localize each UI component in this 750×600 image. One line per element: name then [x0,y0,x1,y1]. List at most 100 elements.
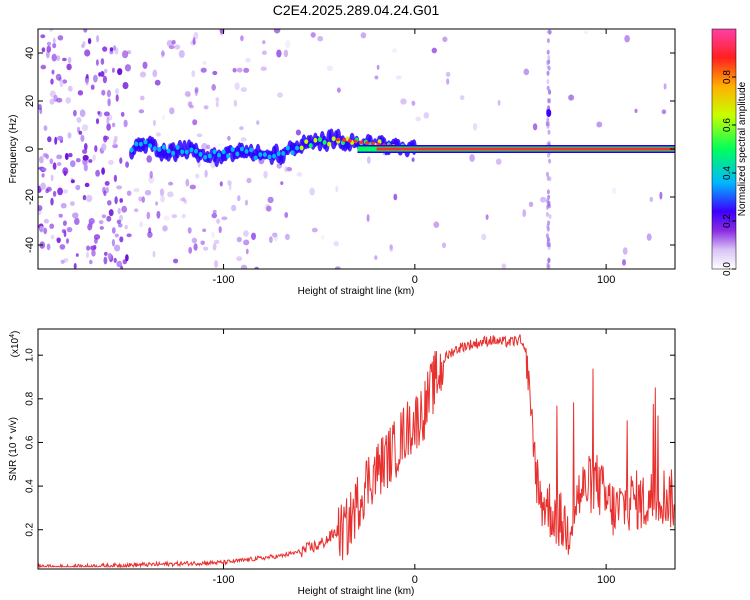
ridge-core [138,141,143,147]
noise-blob [166,40,174,47]
noise-blob [547,29,551,35]
noise-blob [117,68,123,76]
ridge-core [322,140,327,145]
colorbar-ticks: 0.0 0.2 0.4 0.6 0.8 [722,70,736,276]
y-tick-label: 0.8 [25,391,36,405]
noise-blob [532,123,538,131]
ridge-peak [353,139,358,144]
ridge-peak [336,137,341,142]
noise-blob [59,79,64,88]
noise-blob [547,258,551,264]
noise-blob [146,155,152,163]
colorbar-label: Normalized spectral amplitude [737,81,748,216]
noise-blob [212,70,218,76]
noise-blob [114,233,119,238]
noise-blob [622,259,626,266]
ridge-core [281,151,286,156]
ridge-core [207,153,212,159]
noise-blob [57,35,64,41]
noise-blob [133,208,139,213]
noise-blob [112,67,115,73]
noise-blob [441,242,447,249]
noise-blob [56,55,61,61]
noise-blob [243,67,250,73]
noise-blob [446,78,450,85]
noise-blob [51,69,55,75]
colorbar-gradient [711,28,737,270]
noise-blob [87,38,92,45]
noise-blob [155,132,161,137]
noise-blob [246,177,252,184]
noise-blob [547,59,551,65]
ridge-core [203,154,208,160]
noise-blob [296,172,303,177]
noise-blob [122,50,129,59]
noise-blob [215,97,220,102]
noise-blob [125,254,129,262]
noise-blob [547,194,551,200]
ridge-peak [347,139,352,143]
noise-blob [392,48,398,53]
noise-blob [59,244,66,250]
y-tick-label: 0 [24,146,36,152]
noise-blob [187,227,192,234]
noise-blob [73,109,77,117]
noise-blob [201,143,208,151]
ridge-core [276,151,281,157]
noise-blob [284,212,289,218]
ridge-core [290,150,295,156]
noise-blob [107,98,111,107]
noise-blob [50,197,54,206]
noise-blob [171,214,178,219]
noise-blob [646,233,652,241]
noise-blob [168,181,174,186]
noise-blob [65,97,71,104]
noise-blob [120,265,124,269]
noise-blob [101,89,106,96]
noise-blob [72,212,79,219]
ridge-core [249,147,254,153]
noise-blob [84,49,91,57]
noise-blob [120,111,125,117]
noise-blob [92,154,96,161]
noise-blob [99,226,104,230]
noise-blob [106,215,112,222]
noise-blob [51,53,57,62]
y-tick-label: 20 [24,95,36,107]
noise-blob [52,190,57,197]
noise-blob [237,195,241,202]
noise-blob [169,107,175,115]
noise-blob [320,235,325,240]
x-tick-label: 0 [412,274,418,286]
colorbar-tick-label: 0.6 [722,118,733,132]
noise-blob [52,37,56,44]
noise-blob [103,190,107,197]
ridge-core [148,143,153,149]
noise-blob [283,49,289,58]
noise-blob [86,245,91,251]
noise-blob [276,49,282,58]
noise-blob [254,266,259,269]
ridge-core [267,154,272,160]
noise-blob [67,132,72,139]
noise-blob [256,120,260,125]
noise-blob [75,158,81,163]
noise-blob [234,82,240,91]
noise-blob [273,234,278,242]
noise-blob [109,47,114,52]
y-tick-label: 0.2 [25,522,36,536]
noise-blob [123,119,128,128]
noise-blob [66,238,69,244]
noise-blob [95,118,100,125]
ridge-core [230,147,235,152]
noise-blob [184,198,187,205]
noise-blob [106,123,111,131]
noise-blob [200,67,207,73]
noise-blob [119,214,124,222]
noise-blob [107,252,112,260]
ridge-core [258,152,263,158]
noise-blob [40,64,47,70]
noise-blob [112,139,117,146]
noise-blob [93,244,97,250]
noise-blob [260,66,267,71]
